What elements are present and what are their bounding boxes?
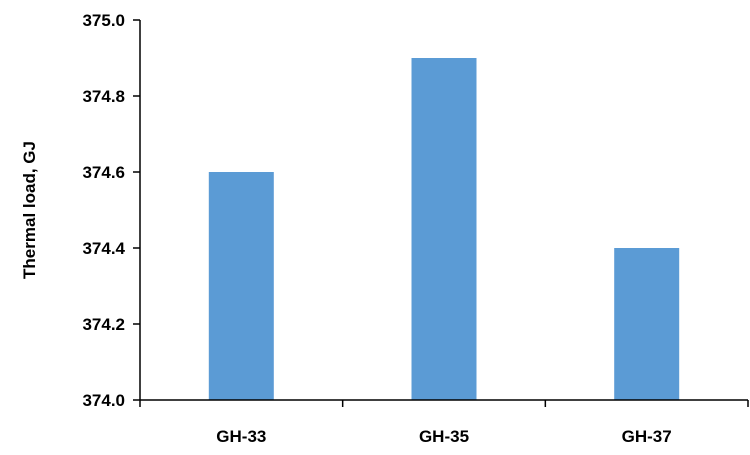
x-tick-labels: GH-33 GH-35 GH-37 <box>139 400 749 446</box>
bar-gh-37 <box>614 248 680 400</box>
x-tick-label: GH-37 <box>622 427 672 446</box>
bar-gh-33 <box>208 172 274 400</box>
x-tick-label: GH-33 <box>216 427 266 446</box>
bars-layer <box>208 58 680 400</box>
y-axis-title: Thermal load, GJ <box>20 141 39 279</box>
y-tick-label: 374.6 <box>82 163 125 182</box>
axes-layer <box>139 20 748 401</box>
y-tick-label: 374.2 <box>82 315 125 334</box>
y-tick-label: 374.8 <box>82 87 125 106</box>
y-ticks: 374.0 374.2 374.4 374.6 374.8 375.0 <box>82 11 140 410</box>
bar-gh-35 <box>411 58 477 400</box>
y-tick-label: 375.0 <box>82 11 125 30</box>
x-tick-label: GH-35 <box>419 427 469 446</box>
y-tick-label: 374.4 <box>82 239 125 258</box>
y-tick-label: 374.0 <box>82 391 125 410</box>
